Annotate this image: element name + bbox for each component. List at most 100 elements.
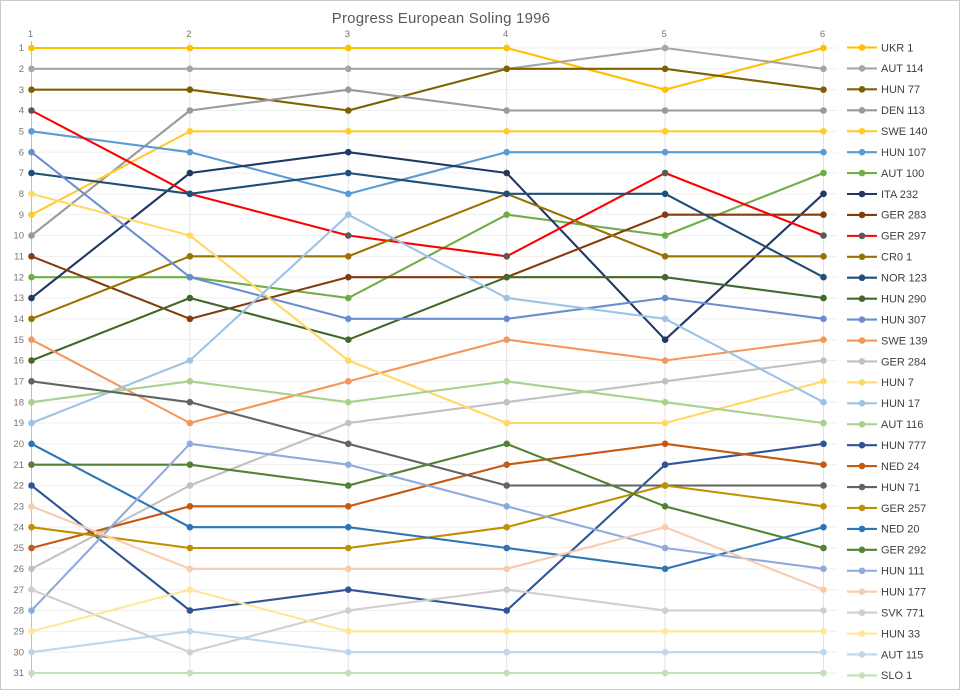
series-marker-ned-24 <box>661 440 669 448</box>
series-marker-hun-7 <box>186 232 194 239</box>
series-marker-hun-107 <box>28 128 35 135</box>
series-marker-aut-116 <box>345 398 352 406</box>
legend-item-hun-111: HUN 111 <box>847 566 925 578</box>
series-line-swe-140 <box>30 130 825 216</box>
series-marker-cr0-1 <box>661 253 669 260</box>
series-marker-ned-24 <box>345 503 352 510</box>
x-axis-tick-label: 2 <box>186 29 191 40</box>
legend-label: GER 284 <box>881 356 926 368</box>
series-marker-den-113 <box>661 107 669 114</box>
legend-swatch-marker <box>858 148 866 156</box>
legend-item-aut-115: AUT 115 <box>847 649 923 661</box>
legend-item-ned-24: NED 24 <box>847 461 920 473</box>
legend-item-ger-292: GER 292 <box>847 545 926 557</box>
y-axis-tick-label: 8 <box>19 189 24 200</box>
series-marker-swe-140 <box>820 128 827 135</box>
series-marker-ger-257 <box>661 482 669 489</box>
y-axis-tick-label: 24 <box>13 522 24 533</box>
legend-item-hun-290: HUN 290 <box>847 293 926 305</box>
y-axis-tick-label: 29 <box>13 627 24 638</box>
series-marker-hun-107 <box>186 148 194 156</box>
series-marker-hun-290 <box>661 273 669 281</box>
legend-item-hun-777: HUN 777 <box>847 440 926 452</box>
series-marker-ukr-1 <box>345 44 352 52</box>
y-axis-tick-label: 17 <box>13 377 24 388</box>
legend-swatch-marker <box>858 190 866 198</box>
series-line-aut-115 <box>30 630 825 654</box>
series-marker-ger-283 <box>186 315 194 323</box>
series-marker-aut-115 <box>186 628 194 635</box>
series-marker-ita-232 <box>820 190 827 198</box>
series-marker-hun-107 <box>503 148 511 156</box>
y-axis-tick-label: 20 <box>13 439 24 450</box>
series-marker-hun-177 <box>661 523 669 531</box>
series-marker-aut-115 <box>820 648 827 656</box>
series-marker-cr0-1 <box>28 315 35 323</box>
legend-swatch-marker <box>858 525 866 533</box>
series-line-hun-290 <box>30 276 825 362</box>
series-line-hun-111 <box>30 442 825 612</box>
series-marker-ger-284 <box>661 378 669 385</box>
series-marker-ger-283 <box>28 253 35 260</box>
series-marker-swe-139 <box>820 336 827 343</box>
y-axis-tick-label: 25 <box>13 543 24 554</box>
y-axis-tick-label: 4 <box>19 106 24 117</box>
series-marker-ger-257 <box>186 544 194 552</box>
legend-swatch-marker <box>858 672 866 679</box>
series-marker-ger-297 <box>503 253 511 260</box>
legend-label: GER 297 <box>881 231 926 243</box>
legend-swatch-marker <box>858 420 866 428</box>
series-marker-hun-307 <box>661 294 669 302</box>
series-marker-aut-116 <box>186 378 194 385</box>
series-marker-hun-177 <box>28 503 35 510</box>
series-marker-ukr-1 <box>28 44 35 52</box>
legend-item-ned-20: NED 20 <box>847 524 920 536</box>
series-marker-ger-297 <box>28 107 35 114</box>
series-marker-ger-284 <box>186 482 194 489</box>
legend-swatch-marker <box>858 358 866 365</box>
series-marker-svk-771 <box>345 607 352 614</box>
series-marker-hun-777 <box>503 607 511 614</box>
legend-item-hun-77: HUN 77 <box>847 84 920 96</box>
y-axis-tick-label: 11 <box>14 252 24 263</box>
y-axis-tick-label: 23 <box>13 502 24 513</box>
series-marker-ger-292 <box>186 461 194 468</box>
legend-swatch-marker <box>858 337 866 344</box>
x-axis-tick-label: 5 <box>661 29 666 40</box>
series-line-den-113 <box>30 88 825 237</box>
legend-label: HUN 71 <box>881 482 920 494</box>
legend-item-slo-1: SLO 1 <box>847 670 912 682</box>
series-marker-slo-1 <box>186 669 194 677</box>
y-axis-tick-label: 28 <box>13 606 24 617</box>
series-marker-hun-107 <box>661 148 669 156</box>
legend-item-hun-7: HUN 7 <box>847 377 914 389</box>
series-marker-hun-17 <box>28 419 35 427</box>
series-marker-hun-7 <box>345 357 352 364</box>
legend-label: HUN 7 <box>881 377 914 389</box>
series-marker-slo-1 <box>820 669 827 677</box>
series-marker-ger-292 <box>820 544 827 552</box>
series-marker-hun-77 <box>503 65 511 73</box>
series-marker-hun-111 <box>345 461 352 468</box>
legend-label: NOR 123 <box>881 273 927 285</box>
legend-swatch-marker <box>858 400 866 407</box>
series-marker-hun-17 <box>345 211 352 218</box>
y-axis-tick-label: 6 <box>19 147 24 158</box>
legend-swatch-marker <box>858 44 866 51</box>
series-marker-hun-33 <box>28 628 35 635</box>
series-marker-hun-17 <box>820 398 827 406</box>
series-marker-ger-284 <box>345 419 352 427</box>
series-marker-hun-71 <box>186 398 194 406</box>
series-line-ger-292 <box>30 442 825 550</box>
series-marker-ger-257 <box>503 523 511 531</box>
y-axis-tick-label: 31 <box>13 668 24 679</box>
legend-label: SWE 140 <box>881 126 927 138</box>
series-marker-cr0-1 <box>820 253 827 260</box>
series-marker-hun-7 <box>503 419 511 427</box>
series-marker-hun-111 <box>28 607 35 614</box>
series-marker-aut-114 <box>186 65 194 73</box>
series-marker-nor-123 <box>503 190 511 198</box>
series-marker-ned-24 <box>503 461 511 468</box>
legend-label: CR0 1 <box>881 252 912 264</box>
legend-swatch-marker <box>858 295 866 302</box>
